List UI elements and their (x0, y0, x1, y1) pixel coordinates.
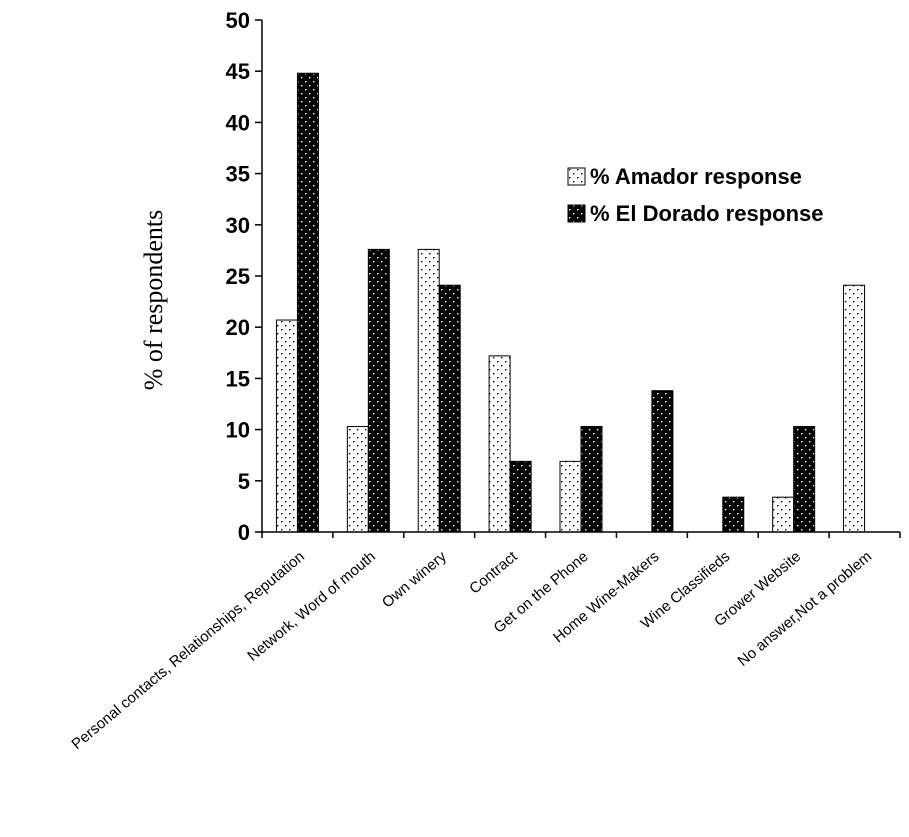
x-category-label: Contract (466, 548, 521, 598)
bar-amador (559, 460, 582, 533)
y-tick-label: 40 (226, 110, 250, 135)
bar-eldorado (580, 426, 603, 533)
bar-eldorado (438, 284, 461, 533)
bars-group (275, 72, 866, 533)
y-axis-label: % of respondents (139, 210, 168, 391)
y-tick-label: 35 (226, 162, 250, 187)
bar-amador (772, 496, 795, 533)
bar-amador (417, 248, 440, 533)
bar-amador (275, 319, 298, 533)
y-tick-label: 0 (238, 520, 250, 545)
y-tick-label: 45 (226, 59, 250, 84)
bar-eldorado (509, 460, 532, 533)
y-tick-label: 10 (226, 418, 250, 443)
legend-swatch-eldorado (567, 204, 586, 223)
x-category-label: Own winery (379, 548, 450, 612)
y-tick-label: 25 (226, 264, 250, 289)
y-tick-label: 30 (226, 213, 250, 238)
y-tick-label: 50 (226, 8, 250, 33)
bar-amador (843, 284, 866, 533)
bar-eldorado (651, 390, 674, 533)
x-category-label: Network, Word of mouth (244, 548, 379, 665)
legend-label-amador: % Amador response (590, 164, 802, 189)
x-category-label: No answer,Not a problem (735, 548, 876, 670)
y-tick-label: 5 (238, 469, 250, 494)
legend-label-eldorado: % El Dorado response (590, 201, 824, 226)
legend-swatch-amador (567, 167, 586, 186)
bar-eldorado (793, 426, 816, 533)
bar-amador (488, 355, 511, 533)
bar-eldorado (722, 496, 745, 533)
legend: % Amador response % El Dorado response (567, 164, 824, 226)
bar-eldorado (296, 72, 319, 533)
y-ticks-group: 0 5 10 15 20 25 30 35 40 45 50 (226, 8, 901, 545)
x-labels-group: Personal contacts, Relationships, Reputa… (68, 548, 875, 753)
bar-amador (346, 426, 369, 533)
y-tick-label: 15 (226, 366, 250, 391)
y-tick-label: 20 (226, 315, 250, 340)
bar-eldorado (367, 248, 390, 533)
